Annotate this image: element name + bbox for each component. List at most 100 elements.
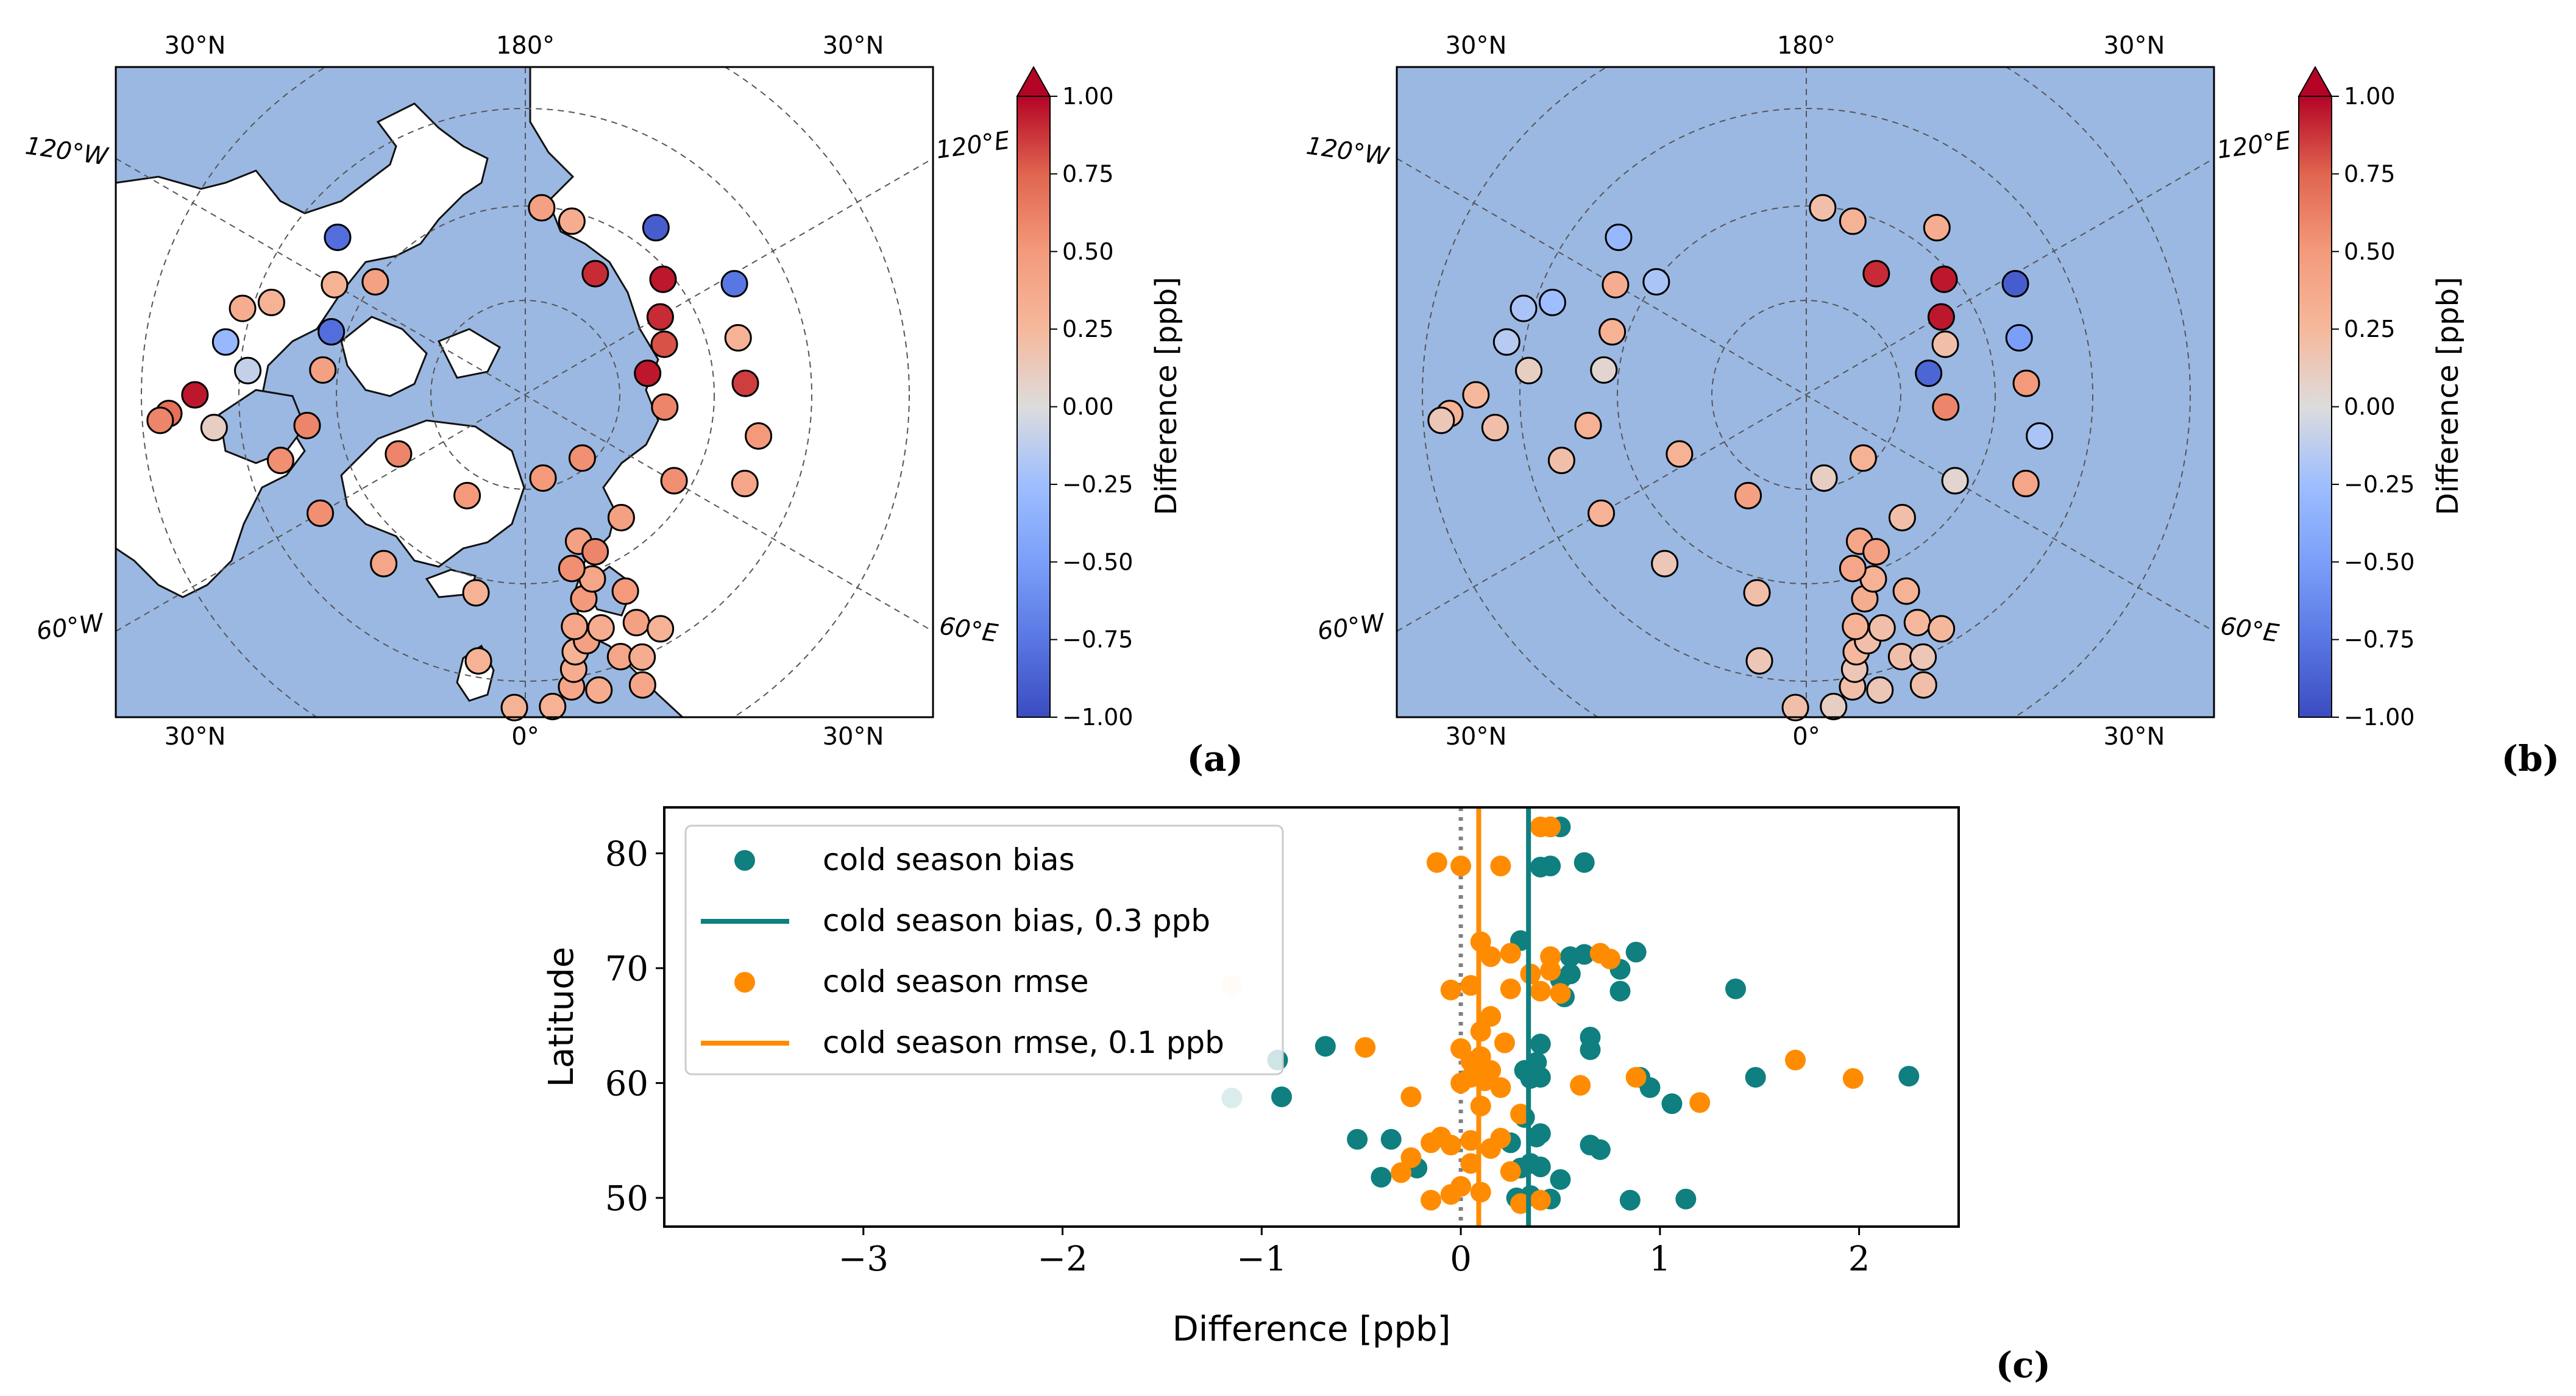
station-marker [1492,328,1520,356]
scatter-point [1526,1126,1547,1147]
station-marker [321,271,349,299]
station-marker [464,647,492,675]
scatter-point [1540,960,1561,981]
scatter-point [1625,1066,1647,1088]
scatter-point [1540,856,1561,877]
scatter-point [1530,980,1551,1002]
legend: cold season bias cold season bias, 0.3 p… [684,824,1284,1075]
colorbar-gradient [2298,96,2332,718]
scatter-point [1530,1033,1551,1055]
colorbar-tick-label: 0.25 [2344,316,2396,342]
lon-label-top-center: 180° [1777,32,1836,60]
scatter-point [1500,978,1521,999]
x-tick-label: −1 [1237,1239,1287,1279]
lon-label-bottom-center: 0° [1792,723,1820,751]
station-marker [1932,393,1960,421]
scatter-point [1898,1066,1920,1087]
station-marker [1602,271,1630,299]
scatter-point [1480,946,1502,968]
colorbar-label: Difference [ppb] [2431,277,2465,516]
station-marker [539,693,567,721]
arctic-islands-land [340,316,501,397]
lon-label-top-left: 30°N [165,32,226,60]
colorbar-tick-label: −0.25 [1062,471,1133,498]
colorbar-tick-label: −0.50 [1062,548,1133,575]
station-marker [257,288,285,316]
station-marker [229,294,257,322]
station-marker [1745,647,1773,675]
colorbar-tick-label: 0.00 [1062,394,1114,420]
station-marker [647,615,675,643]
station-marker [622,609,650,637]
station-marker [607,503,635,531]
scatter-point [1494,1032,1515,1054]
scatter-point [1460,1153,1481,1174]
axis-ticks: −3 −2 −1 0 1 2 50 60 70 80 [605,834,1870,1279]
side-label-60e: 60°E [2219,612,2281,648]
scatter-point [1490,856,1511,877]
scatter-point [1355,1036,1376,1058]
lon-label-bottom-right: 30°N [2104,723,2165,751]
station-marker [1868,614,1896,642]
station-marker [234,356,262,384]
station-marker [1862,260,1890,288]
panel-label-b: (b) [2502,738,2560,779]
scatter-point [1450,1072,1472,1094]
station-marker [2005,324,2033,352]
station-marker [1849,444,1877,472]
station-marker [1931,330,1959,358]
station-marker [200,414,228,442]
scatter-point [1661,1093,1683,1114]
colorbar-tick-label: 0.75 [1062,160,1114,187]
colorbar-tick-label: 0.00 [2344,394,2396,420]
map-frame [1396,66,2215,718]
station-marker [1462,381,1490,409]
hudson-bay-water [218,389,306,464]
scatter-point [1842,1068,1864,1089]
station-marker [500,693,528,721]
scatter-point [1450,1176,1472,1197]
station-marker [1642,268,1670,296]
colorbar-tick-label: 0.50 [1062,238,1114,265]
station-marker [581,260,609,288]
y-tick-label: 70 [605,949,648,989]
station-marker [1605,224,1633,252]
station-marker [649,265,677,293]
station-marker [628,671,656,699]
x-tick-label: −2 [1037,1239,1088,1279]
station-markers-a [146,194,773,721]
scatter-point [1426,852,1447,873]
ocean-background [1397,67,2214,717]
station-marker [1590,356,1618,384]
colorbar-extend-arrow [2297,65,2333,97]
legend-box [684,824,1284,1075]
station-marker [651,393,679,421]
station-marker [1923,214,1951,242]
station-marker [731,470,759,498]
colorbar-ticks: 1.00 0.75 0.50 0.25 0.00 −0.25 −0.50 −0.75 −1.00 [2332,83,2415,731]
station-marker [731,369,759,397]
lon-label-top-right: 30°N [823,32,884,60]
scatter-point [1540,817,1561,838]
colorbar-tick-label: −0.50 [2344,548,2415,575]
station-marker [2012,369,2040,397]
scatter-point [1371,1166,1392,1188]
station-marker [724,324,752,352]
scatter-point [1619,1189,1641,1211]
y-tick-label: 50 [605,1179,648,1219]
station-marker [585,676,613,704]
scatter-point [1580,1039,1601,1060]
scatter-point [1480,1138,1502,1159]
legend-marker-bias [734,850,755,871]
colorbar-a: 1.00 0.75 0.50 0.25 0.00 −0.25 −0.50 −0.75 −1.00… [1016,65,1183,731]
colorbar-tick-label: 1.00 [1062,83,1114,110]
map-panel-a: 30°N 180° 30°N 30°N 0° 30°N 120°W 120°E … [24,32,1243,779]
station-marker [1515,356,1543,384]
north-america-land [116,102,489,598]
y-axis-label: Latitude [542,947,581,1087]
station-marker [318,318,346,346]
x-tick-label: 1 [1649,1239,1671,1279]
x-tick-label: −3 [838,1239,889,1279]
side-label-60e: 60°E [938,612,1000,648]
map-panel-b: 30°N 180° 30°N 30°N 0° 30°N 120°W 120°E … [1305,32,2560,779]
